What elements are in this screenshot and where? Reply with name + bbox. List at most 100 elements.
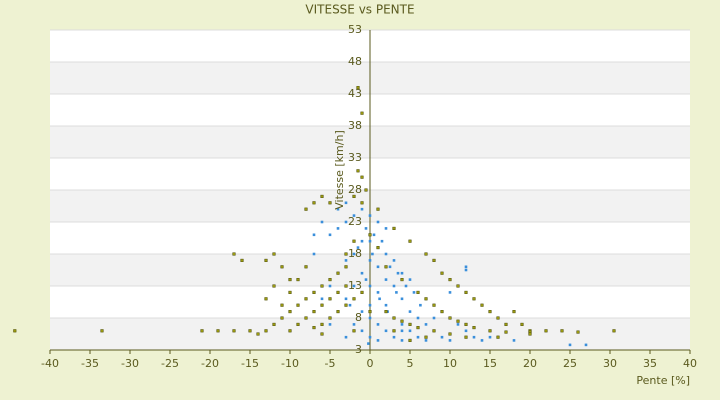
point — [376, 339, 380, 342]
point — [448, 291, 452, 294]
point — [364, 188, 368, 192]
point — [400, 339, 404, 342]
point — [336, 271, 340, 275]
y-tick-label: 8 — [355, 311, 362, 324]
point — [384, 265, 388, 269]
point — [368, 259, 372, 262]
point — [560, 329, 564, 333]
y-tick-label: 38 — [348, 119, 362, 132]
point — [612, 329, 616, 333]
point — [320, 303, 324, 307]
chart-title: VITESSE vs PENTE — [305, 3, 414, 17]
point — [424, 339, 428, 342]
point — [320, 297, 324, 301]
point — [328, 233, 332, 237]
point — [348, 303, 352, 307]
point — [356, 246, 360, 249]
point — [368, 284, 372, 288]
y-axis-title: Vitesse [km/h] — [333, 130, 346, 210]
point — [376, 246, 380, 250]
point — [360, 239, 364, 243]
point — [384, 252, 388, 256]
point — [464, 322, 468, 326]
point — [448, 316, 452, 320]
point — [352, 252, 356, 256]
point — [392, 284, 396, 288]
y-tick-label: 23 — [348, 215, 362, 228]
point — [512, 310, 516, 314]
point — [392, 316, 396, 320]
x-tick-label: 30 — [603, 357, 617, 370]
point — [400, 278, 404, 282]
point — [328, 284, 332, 288]
point — [456, 319, 460, 323]
point — [395, 291, 398, 294]
point — [312, 252, 316, 256]
point — [336, 207, 340, 211]
point — [240, 258, 244, 262]
point — [480, 339, 484, 342]
y-tick-label: 3 — [355, 343, 362, 356]
point — [368, 316, 372, 320]
point — [448, 332, 452, 336]
point — [456, 323, 460, 326]
point — [400, 319, 404, 323]
point — [320, 322, 324, 326]
point — [356, 86, 360, 90]
point — [464, 265, 468, 269]
point — [404, 284, 408, 288]
point — [496, 316, 500, 320]
point — [200, 329, 204, 333]
x-tick-label: -35 — [81, 357, 99, 370]
point — [232, 252, 236, 256]
point — [364, 278, 368, 281]
point — [504, 322, 508, 326]
point — [378, 297, 381, 301]
point — [288, 290, 292, 294]
point — [344, 220, 348, 224]
point — [312, 290, 316, 294]
x-tick-label: -15 — [241, 357, 259, 370]
point — [496, 335, 500, 339]
y-tick-label: 33 — [348, 151, 362, 164]
point — [464, 335, 468, 339]
point — [352, 239, 356, 243]
point — [296, 322, 300, 326]
point — [432, 258, 436, 262]
point — [464, 290, 468, 294]
point — [472, 326, 476, 330]
point — [400, 323, 404, 326]
point — [392, 226, 396, 230]
y-tick-label: 13 — [348, 279, 362, 292]
point — [376, 265, 380, 269]
point — [216, 329, 220, 333]
point — [344, 284, 348, 288]
point — [328, 201, 332, 205]
point — [544, 329, 548, 333]
point — [296, 303, 300, 307]
point — [488, 310, 492, 314]
x-tick-label: -5 — [325, 357, 336, 370]
x-tick-label: 15 — [483, 357, 497, 370]
point — [528, 332, 532, 336]
point — [344, 252, 348, 256]
point — [248, 329, 252, 333]
point — [392, 259, 396, 262]
point — [288, 329, 292, 333]
point — [312, 326, 316, 330]
point — [416, 290, 420, 294]
point — [368, 239, 372, 243]
x-tick-label: 0 — [367, 357, 374, 370]
point — [432, 303, 436, 307]
point — [384, 310, 388, 314]
point — [352, 214, 356, 217]
point — [280, 316, 284, 320]
point — [520, 322, 524, 326]
y-tick-label: 18 — [348, 247, 362, 260]
point — [424, 297, 428, 301]
point — [380, 239, 384, 243]
point — [364, 227, 368, 230]
point — [352, 329, 356, 333]
point — [368, 303, 372, 307]
point — [360, 175, 364, 179]
